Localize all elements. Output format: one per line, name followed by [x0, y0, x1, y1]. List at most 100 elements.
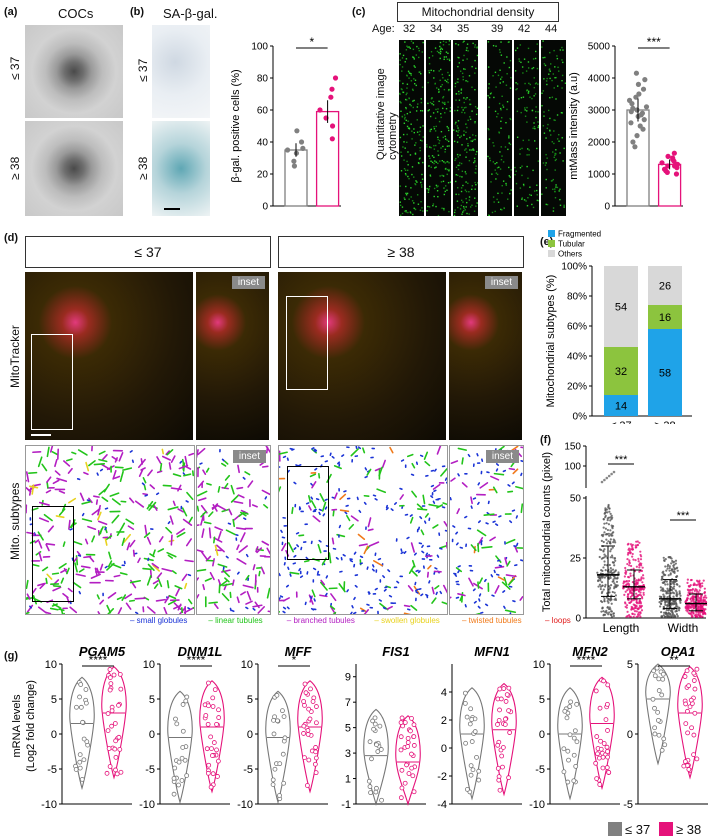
data-point	[631, 546, 634, 549]
density-dot	[524, 109, 526, 111]
mito-segment	[335, 556, 339, 560]
data-point	[300, 145, 306, 151]
mito-segment	[493, 569, 496, 574]
density-dot	[549, 77, 551, 80]
data-point	[701, 584, 704, 588]
data-point	[608, 598, 611, 601]
mito-segment	[319, 493, 325, 503]
mito-segment	[255, 546, 259, 553]
mito-segment	[117, 607, 123, 614]
mito-segment	[228, 508, 233, 516]
mito-segment	[407, 585, 414, 592]
data-point	[631, 552, 634, 556]
data-point	[615, 584, 618, 587]
mito-segment	[183, 607, 194, 614]
data-point	[693, 601, 696, 604]
y-tick-label: 80%	[567, 292, 587, 303]
data-point	[686, 598, 689, 601]
mito-segment	[455, 531, 459, 535]
density-dot	[551, 79, 553, 82]
data-point	[600, 591, 603, 595]
mito-segment	[515, 515, 518, 519]
mito-segment	[111, 456, 118, 461]
density-dot	[399, 100, 401, 103]
mito-segment	[309, 473, 317, 478]
data-point	[113, 738, 119, 744]
mito-segment	[341, 454, 345, 457]
density-dot	[489, 159, 492, 162]
density-dot	[413, 128, 415, 130]
mito-segment	[506, 560, 511, 567]
density-dot	[544, 64, 547, 67]
data-point	[108, 681, 114, 687]
density-dot	[465, 98, 467, 100]
mito-segment	[490, 574, 494, 578]
data-point	[679, 601, 682, 604]
mito-segment	[292, 562, 297, 565]
data-point	[639, 587, 642, 590]
density-dot	[559, 188, 561, 190]
mito-segment	[455, 596, 460, 599]
density-dot	[410, 187, 412, 189]
density-dot	[487, 41, 490, 43]
mito-segment	[223, 482, 229, 489]
data-point	[113, 767, 118, 773]
mito-segment	[165, 526, 173, 534]
density-dot	[399, 80, 401, 82]
data-point	[694, 666, 700, 672]
data-point	[179, 755, 185, 761]
mito-segment	[454, 573, 458, 577]
density-strip	[514, 40, 540, 216]
density-dot	[426, 144, 428, 146]
data-point	[638, 564, 641, 567]
legend-swatch	[548, 240, 555, 247]
y-tick-label: 2	[441, 715, 447, 727]
mito-segment	[212, 558, 215, 567]
mito-segment	[428, 580, 431, 584]
group-young-box: ≤ 37	[25, 236, 271, 268]
data-point	[180, 728, 186, 734]
mito-segment	[26, 471, 30, 483]
data-point	[697, 613, 700, 617]
density-dot	[465, 197, 467, 200]
group-old-box: ≥ 38	[278, 236, 524, 268]
mito-segment	[29, 485, 39, 489]
density-dot	[467, 182, 469, 185]
density-dot	[435, 125, 437, 128]
mito-segment	[197, 594, 200, 600]
data-point	[662, 742, 668, 748]
data-point	[329, 136, 335, 142]
mito-segment	[176, 531, 186, 538]
density-dot	[523, 199, 526, 201]
data-point	[179, 778, 185, 783]
density-dot	[455, 99, 457, 101]
data-point	[463, 740, 469, 746]
density-strip	[487, 40, 512, 217]
data-point	[630, 564, 633, 568]
mito-segment	[516, 542, 519, 547]
density-dot	[531, 203, 533, 206]
data-point	[625, 615, 628, 618]
density-dot	[561, 79, 563, 82]
data-point	[624, 590, 627, 593]
data-point	[399, 715, 405, 721]
density-dot	[445, 56, 447, 58]
density-dot	[537, 121, 539, 123]
density-dot	[446, 189, 448, 191]
mito-segment	[161, 448, 165, 455]
density-dot	[463, 112, 466, 114]
legend-young-swatch	[608, 822, 622, 836]
mito-segment	[90, 573, 101, 579]
data-point	[500, 745, 506, 750]
data-point	[652, 731, 658, 737]
data-point	[212, 687, 218, 693]
density-dot	[415, 180, 417, 182]
mito-segment	[104, 526, 107, 531]
mito-segment	[333, 465, 342, 470]
legend-swatch	[548, 250, 555, 257]
density-dot	[443, 207, 445, 210]
mito-segment	[123, 533, 131, 543]
mito-segment	[366, 603, 370, 606]
data-point	[105, 711, 111, 716]
density-dot	[399, 136, 402, 139]
